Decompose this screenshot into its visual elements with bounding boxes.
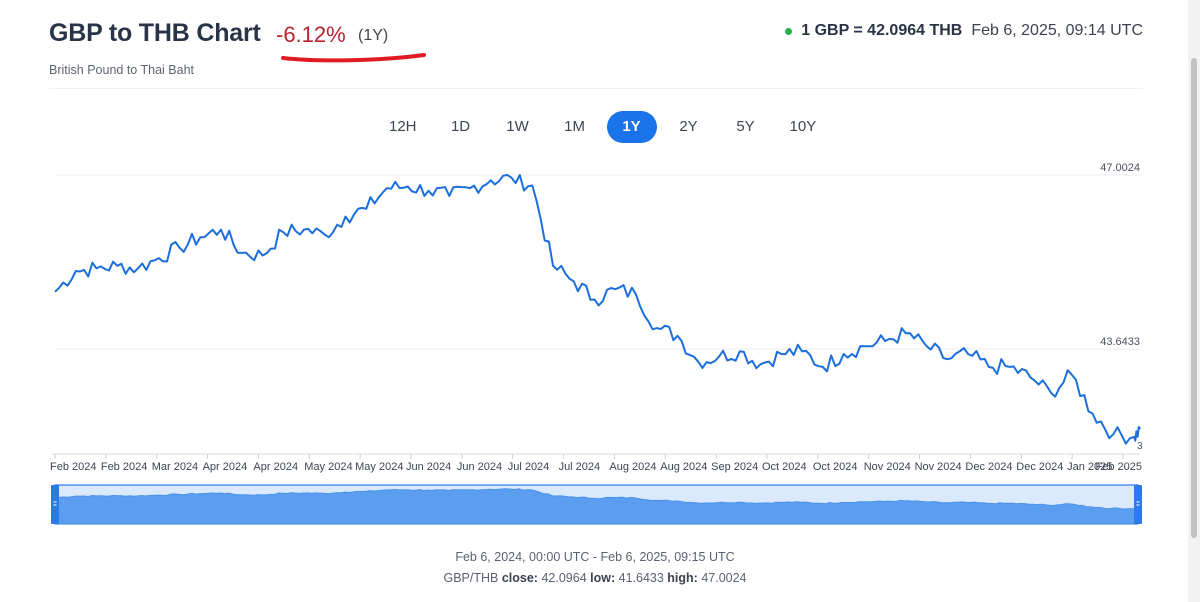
- price-chart[interactable]: 47.0024 43.6433 3 Feb 2024 Feb 2024 Mar 2024 A…: [0, 150, 1190, 540]
- x-tick-label: Jul 2024: [508, 461, 550, 473]
- range-button-1w[interactable]: 1W: [506, 118, 529, 135]
- footer-stats: GBP/THB close: 42.0964 low: 41.6433 high…: [0, 571, 1190, 585]
- series-line: [54, 174, 1141, 445]
- x-tick-label: Oct 2024: [762, 461, 807, 473]
- footer-high-value: 47.0024: [701, 571, 747, 585]
- x-tick-label: Jul 2024: [559, 461, 601, 473]
- red-underline-annotation: [281, 53, 426, 63]
- navigator-area: [54, 488, 1139, 525]
- x-tick-label: Jun 2024: [406, 461, 451, 473]
- footer-close-label: close:: [501, 571, 538, 585]
- x-tick-label: Sep 2024: [711, 461, 758, 473]
- range-button-1y[interactable]: 1Y: [606, 111, 657, 143]
- x-tick-label: Apr 2024: [203, 461, 248, 473]
- footer-range: Feb 6, 2024, 00:00 UTC - Feb 6, 2025, 09…: [455, 550, 735, 564]
- footer-pair: GBP/THB: [443, 571, 499, 585]
- rate-timestamp: Feb 6, 2025, 09:14 UTC: [971, 22, 1143, 39]
- footer-low-label: low:: [590, 571, 616, 585]
- range-button-12h[interactable]: 12H: [389, 118, 417, 135]
- footer-low-value: 41.6433: [618, 571, 664, 585]
- page-title: GBP to THB Chart: [49, 19, 261, 47]
- page-subtitle: British Pound to Thai Baht: [49, 63, 194, 77]
- range-selector: 12H 1D 1W 1M 1Y 2Y 5Y 10Y: [377, 111, 835, 143]
- footer-high-label: high:: [667, 571, 698, 585]
- percent-change: -6.12%: [276, 22, 346, 47]
- y-tick-label: 47.0024: [1100, 162, 1140, 174]
- range-button-2y[interactable]: 2Y: [679, 118, 698, 135]
- header-divider: [49, 88, 1143, 89]
- x-tick-label: Dec 2024: [965, 461, 1012, 473]
- page-scrollbar[interactable]: [1188, 0, 1200, 602]
- x-tick-label: May 2024: [355, 461, 403, 473]
- x-tick-label: Aug 2024: [660, 461, 707, 473]
- chart-header: GBP to THB Chart -6.12% (1Y) British Pou…: [49, 18, 1143, 88]
- change-period: (1Y): [358, 27, 389, 44]
- x-tick-label: Mar 2024: [152, 461, 198, 473]
- x-tick-label: May 2024: [304, 461, 352, 473]
- live-rate: 1 GBP = 42.0964 THB Feb 6, 2025, 09:14 U…: [785, 22, 1143, 40]
- scrollbar-thumb[interactable]: [1191, 58, 1197, 538]
- x-tick-label: Feb 2024: [101, 461, 147, 473]
- x-tick-label: Nov 2024: [915, 461, 962, 473]
- footer-close-value: 42.0964: [541, 571, 587, 585]
- x-tick-label: Jan 2025: [1067, 461, 1112, 473]
- x-tick-label: Aug 2024: [609, 461, 656, 473]
- x-tick-label: Oct 2024: [813, 461, 858, 473]
- range-button-1m[interactable]: 1M: [564, 118, 585, 135]
- x-tick-label: Apr 2024: [253, 461, 298, 473]
- x-tick-label: Nov 2024: [864, 461, 911, 473]
- live-dot-icon: [785, 27, 793, 35]
- range-button-5y[interactable]: 5Y: [736, 118, 755, 135]
- y-tick-label: 43.6433: [1100, 336, 1140, 348]
- range-button-10y[interactable]: 10Y: [789, 118, 817, 135]
- x-tick-label: Feb 2025: [1096, 461, 1142, 473]
- rate-value: 1 GBP = 42.0964 THB: [801, 22, 963, 39]
- x-tick-label: Jun 2024: [457, 461, 502, 473]
- range-button-1d[interactable]: 1D: [450, 118, 471, 135]
- x-tick-label: Feb 2024: [50, 461, 96, 473]
- y-tick-label-partial: 3: [1137, 441, 1143, 452]
- x-tick-label: Dec 2024: [1016, 461, 1063, 473]
